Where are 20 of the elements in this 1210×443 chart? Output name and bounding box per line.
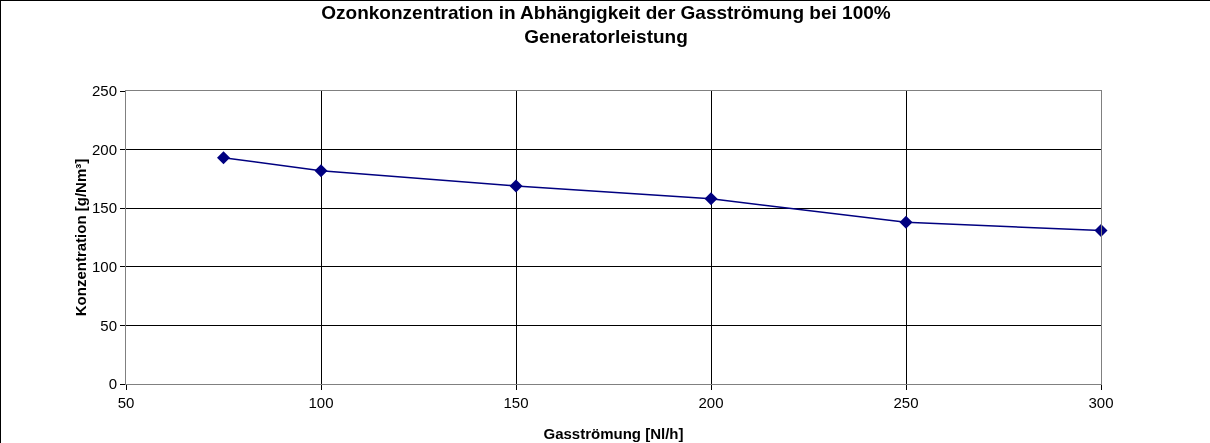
point xyxy=(899,215,913,229)
y-axis-title: Konzentration [g/Nm³] xyxy=(72,158,89,317)
x-tick-label: 300 xyxy=(1088,394,1114,411)
x-tick-label: 50 xyxy=(117,394,135,411)
point xyxy=(704,192,718,206)
y-tick-label: 200 xyxy=(91,140,117,158)
x-tick-label: 200 xyxy=(698,394,724,411)
x-axis-title: Gasströmung [Nl/h] xyxy=(543,425,684,442)
point xyxy=(314,164,328,178)
y-tick-label: 100 xyxy=(91,258,117,276)
y-tick-label: 150 xyxy=(91,199,117,217)
y-tick-label: 0 xyxy=(108,375,117,393)
y-tick-label: 250 xyxy=(91,82,117,100)
point xyxy=(217,151,230,165)
x-tick-label: 250 xyxy=(893,394,919,411)
x-tick-label: 150 xyxy=(503,394,529,411)
x-tick-label: 100 xyxy=(308,394,334,411)
y-tick-label: 50 xyxy=(100,316,117,334)
point xyxy=(509,179,523,193)
chart-title: Ozonkonzentration in Abhängigkeit der Gasströmung bei 100% Generatorleistung xyxy=(321,1,891,48)
